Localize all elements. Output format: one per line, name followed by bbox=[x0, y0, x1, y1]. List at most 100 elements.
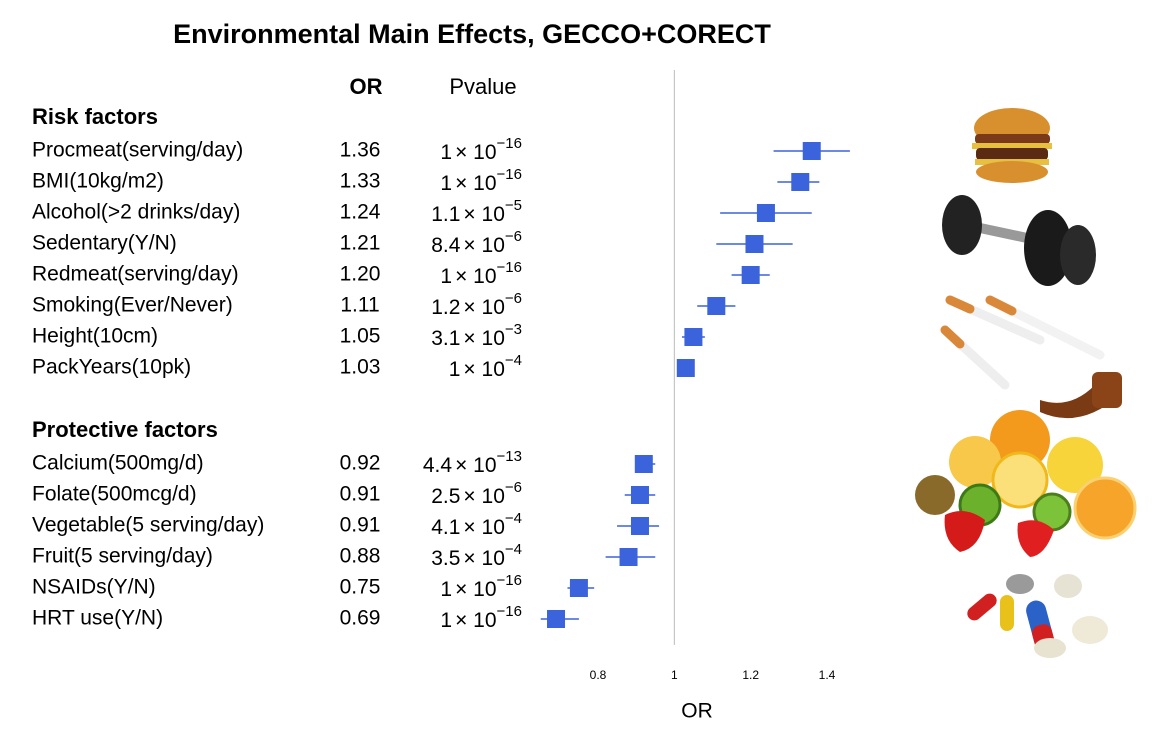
or-square bbox=[741, 266, 760, 284]
or-square bbox=[619, 548, 638, 566]
pvalue-exp: −6 bbox=[505, 290, 522, 307]
dumbbell-icon bbox=[942, 195, 1096, 286]
or-label: 1.11 bbox=[340, 294, 379, 317]
or-square bbox=[634, 455, 653, 473]
or-square bbox=[707, 297, 726, 315]
pvalue-base: × 10 bbox=[463, 327, 504, 350]
pvalue-coef: 1 bbox=[440, 578, 452, 601]
row-label: NSAIDs(Y/N) bbox=[32, 576, 156, 599]
illustrations bbox=[915, 108, 1137, 658]
or-label: 1.21 bbox=[340, 232, 381, 255]
row-label: Smoking(Ever/Never) bbox=[32, 294, 233, 317]
pvalue: 1 × 10−16 bbox=[440, 603, 522, 632]
pvalue-base: × 10 bbox=[455, 172, 496, 195]
pvalue: 1 × 10−16 bbox=[440, 135, 522, 164]
pvalue-exp: −16 bbox=[497, 259, 522, 276]
x-axis-label: OR bbox=[681, 700, 713, 723]
pvalue-base: × 10 bbox=[463, 203, 504, 226]
or-square bbox=[684, 328, 703, 346]
pvalue: 1 × 10−4 bbox=[449, 352, 522, 381]
or-label: 0.91 bbox=[340, 514, 381, 537]
pvalue-coef: 4.4 bbox=[423, 454, 453, 477]
row-label: Redmeat(serving/day) bbox=[32, 263, 239, 286]
x-tick-label: 1 bbox=[671, 668, 678, 682]
row-label: Folate(500mcg/d) bbox=[32, 483, 197, 506]
pvalue-base: × 10 bbox=[463, 485, 504, 508]
pvalue-base: × 10 bbox=[455, 265, 496, 288]
row-label: Height(10cm) bbox=[32, 325, 158, 348]
x-tick-label: 0.8 bbox=[590, 668, 607, 682]
pvalue-coef: 8.4 bbox=[431, 234, 461, 257]
group-label: Risk factors bbox=[32, 104, 158, 129]
or-label: 1.20 bbox=[340, 263, 381, 286]
pills-icon bbox=[967, 574, 1108, 658]
pvalue-exp: −5 bbox=[505, 197, 522, 214]
or-label: 1.36 bbox=[340, 139, 381, 162]
pvalue-exp: −16 bbox=[497, 603, 522, 620]
pvalue-exp: −16 bbox=[497, 166, 522, 183]
pvalue-coef: 1.2 bbox=[431, 296, 460, 319]
group-label: Protective factors bbox=[32, 417, 218, 442]
pvalue-coef: 1 bbox=[440, 141, 452, 164]
x-tick-label: 1.2 bbox=[742, 668, 759, 682]
pvalue: 4.1 × 10−4 bbox=[431, 510, 522, 539]
or-square bbox=[756, 204, 775, 222]
pvalue-exp: −4 bbox=[505, 352, 522, 369]
or-label: 0.92 bbox=[340, 452, 381, 475]
pvalue: 4.4 × 10−13 bbox=[423, 448, 522, 477]
row-label: Vegetable(5 serving/day) bbox=[32, 514, 264, 537]
pvalue-exp: −13 bbox=[497, 448, 522, 465]
or-label: 0.75 bbox=[340, 576, 381, 599]
or-label: 0.69 bbox=[340, 607, 381, 630]
or-square bbox=[791, 173, 810, 191]
or-label: 1.33 bbox=[340, 170, 381, 193]
or-square bbox=[676, 359, 695, 377]
row-label: BMI(10kg/m2) bbox=[32, 170, 164, 193]
row-label: Procmeat(serving/day) bbox=[32, 139, 243, 162]
or-label: 1.24 bbox=[340, 201, 381, 224]
cigarettes-icon bbox=[940, 295, 1122, 419]
or-label: 0.88 bbox=[340, 545, 381, 568]
row-label: Sedentary(Y/N) bbox=[32, 232, 177, 255]
pvalue-base: × 10 bbox=[455, 578, 496, 601]
pvalue: 1.2 × 10−6 bbox=[431, 290, 522, 319]
row-label: PackYears(10pk) bbox=[32, 356, 191, 379]
pvalue-coef: 4.1 bbox=[431, 516, 460, 539]
pvalue-coef: 1.1 bbox=[431, 203, 460, 226]
chart-title: Environmental Main Effects, GECCO+CORECT bbox=[173, 19, 771, 49]
pvalue: 3.5 × 10−4 bbox=[431, 541, 522, 570]
pvalue-coef: 3.5 bbox=[431, 547, 460, 570]
pvalue-exp: −16 bbox=[497, 135, 522, 152]
row-label: Fruit(5 serving/day) bbox=[32, 545, 213, 568]
or-label: 1.03 bbox=[340, 356, 381, 379]
pvalue-coef: 1 bbox=[440, 265, 452, 288]
pvalue: 3.1 × 10−3 bbox=[431, 321, 522, 350]
or-square bbox=[630, 517, 649, 535]
row-label: Alcohol(>2 drinks/day) bbox=[32, 201, 240, 224]
pvalue: 8.4 × 10−6 bbox=[431, 228, 522, 257]
or-square bbox=[745, 235, 764, 253]
pvalue-base: × 10 bbox=[463, 296, 504, 319]
fruit-icon bbox=[915, 410, 1137, 557]
pvalue: 1 × 10−16 bbox=[440, 572, 522, 601]
row-label: HRT use(Y/N) bbox=[32, 607, 163, 630]
pvalue-exp: −3 bbox=[505, 321, 522, 338]
or-label: 0.91 bbox=[340, 483, 381, 506]
pvalue-base: × 10 bbox=[463, 516, 504, 539]
pvalue: 2.5 × 10−6 bbox=[431, 479, 522, 508]
pvalue-base: × 10 bbox=[463, 358, 504, 381]
pvalue-base: × 10 bbox=[463, 234, 504, 257]
row-label: Calcium(500mg/d) bbox=[32, 452, 204, 475]
pvalue-coef: 1 bbox=[449, 358, 461, 381]
x-tick-label: 1.4 bbox=[819, 668, 836, 682]
or-square bbox=[802, 142, 821, 160]
pvalue-exp: −6 bbox=[505, 228, 522, 245]
or-label: 1.05 bbox=[340, 325, 381, 348]
pvalue: 1 × 10−16 bbox=[440, 166, 522, 195]
burger-icon bbox=[972, 108, 1052, 183]
pvalue-coef: 2.5 bbox=[431, 485, 460, 508]
or-square bbox=[569, 579, 588, 597]
pvalue-coef: 3.1 bbox=[431, 327, 460, 350]
